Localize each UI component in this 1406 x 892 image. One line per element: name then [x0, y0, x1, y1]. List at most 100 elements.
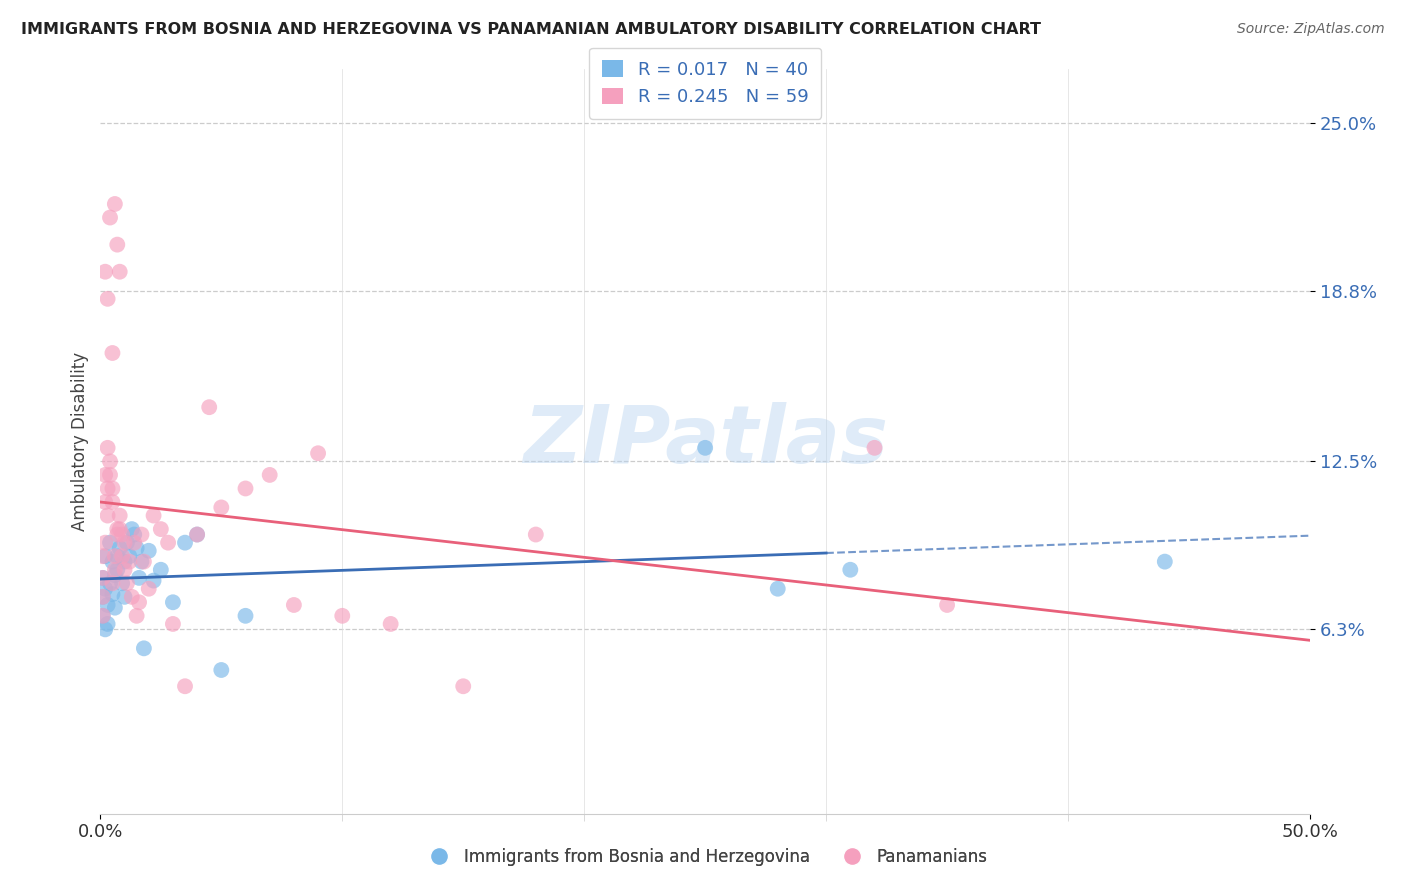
- Point: [94, 467, 117, 482]
- Point: [162, 595, 184, 609]
- Point: [839, 563, 862, 577]
- Point: [128, 595, 150, 609]
- Point: [174, 535, 197, 549]
- Point: [98, 454, 121, 468]
- Point: [283, 598, 305, 612]
- Point: [186, 527, 208, 541]
- Point: [101, 482, 124, 496]
- Point: [104, 563, 127, 577]
- Point: [121, 590, 143, 604]
- Point: [104, 197, 127, 211]
- Point: [91, 590, 114, 604]
- Point: [307, 446, 329, 460]
- Point: [149, 563, 172, 577]
- Point: [98, 467, 121, 482]
- Point: [115, 535, 138, 549]
- Point: [105, 237, 128, 252]
- Point: [122, 527, 145, 541]
- Point: [94, 549, 117, 564]
- Point: [121, 522, 143, 536]
- Point: [766, 582, 789, 596]
- Point: [118, 555, 141, 569]
- Point: [122, 535, 145, 549]
- Point: [695, 441, 717, 455]
- Point: [936, 598, 959, 612]
- Point: [97, 616, 120, 631]
- Point: [174, 679, 197, 693]
- Point: [91, 608, 114, 623]
- Point: [198, 400, 221, 414]
- Point: [105, 549, 128, 564]
- Point: [209, 500, 232, 515]
- Text: Source: ZipAtlas.com: Source: ZipAtlas.com: [1237, 22, 1385, 37]
- Text: ZIPatlas: ZIPatlas: [523, 402, 887, 480]
- Point: [138, 543, 160, 558]
- Point: [94, 582, 117, 596]
- Point: [157, 535, 180, 549]
- Point: [91, 571, 114, 585]
- Point: [132, 555, 155, 569]
- Point: [125, 608, 148, 623]
- Point: [118, 549, 141, 564]
- Point: [209, 663, 232, 677]
- Point: [94, 623, 117, 637]
- Point: [132, 641, 155, 656]
- Point: [125, 541, 148, 555]
- Point: [330, 608, 353, 623]
- Point: [162, 616, 184, 631]
- Point: [91, 549, 114, 564]
- Point: [1153, 555, 1175, 569]
- Point: [104, 568, 127, 582]
- Point: [114, 590, 136, 604]
- Point: [142, 574, 165, 588]
- Point: [108, 265, 131, 279]
- Point: [114, 555, 136, 569]
- Point: [114, 563, 136, 577]
- Point: [131, 555, 153, 569]
- Point: [101, 555, 124, 569]
- Point: [380, 616, 402, 631]
- Point: [98, 576, 121, 591]
- Point: [98, 211, 121, 225]
- Point: [115, 576, 138, 591]
- Point: [111, 527, 134, 541]
- Point: [142, 508, 165, 523]
- Point: [97, 508, 120, 523]
- Point: [101, 346, 124, 360]
- Point: [98, 535, 121, 549]
- Y-axis label: Ambulatory Disability: Ambulatory Disability: [72, 351, 89, 531]
- Point: [235, 608, 257, 623]
- Point: [186, 527, 208, 541]
- Point: [128, 571, 150, 585]
- Point: [105, 563, 128, 577]
- Point: [97, 292, 120, 306]
- Point: [97, 482, 120, 496]
- Point: [524, 527, 547, 541]
- Point: [101, 576, 124, 591]
- Point: [97, 598, 120, 612]
- Point: [94, 535, 117, 549]
- Point: [235, 482, 257, 496]
- Point: [149, 522, 172, 536]
- Point: [91, 608, 114, 623]
- Point: [111, 549, 134, 564]
- Point: [101, 495, 124, 509]
- Point: [451, 679, 474, 693]
- Point: [105, 522, 128, 536]
- Point: [259, 467, 281, 482]
- Point: [97, 441, 120, 455]
- Point: [863, 441, 886, 455]
- Point: [138, 582, 160, 596]
- Point: [114, 535, 136, 549]
- Point: [131, 527, 153, 541]
- Point: [101, 587, 124, 601]
- Legend: Immigrants from Bosnia and Herzegovina, Panamanians: Immigrants from Bosnia and Herzegovina, …: [416, 841, 994, 872]
- Point: [108, 522, 131, 536]
- Point: [91, 571, 114, 585]
- Point: [108, 541, 131, 555]
- Point: [91, 590, 114, 604]
- Text: IMMIGRANTS FROM BOSNIA AND HERZEGOVINA VS PANAMANIAN AMBULATORY DISABILITY CORRE: IMMIGRANTS FROM BOSNIA AND HERZEGOVINA V…: [21, 22, 1040, 37]
- Point: [94, 265, 117, 279]
- Point: [105, 527, 128, 541]
- Point: [94, 495, 117, 509]
